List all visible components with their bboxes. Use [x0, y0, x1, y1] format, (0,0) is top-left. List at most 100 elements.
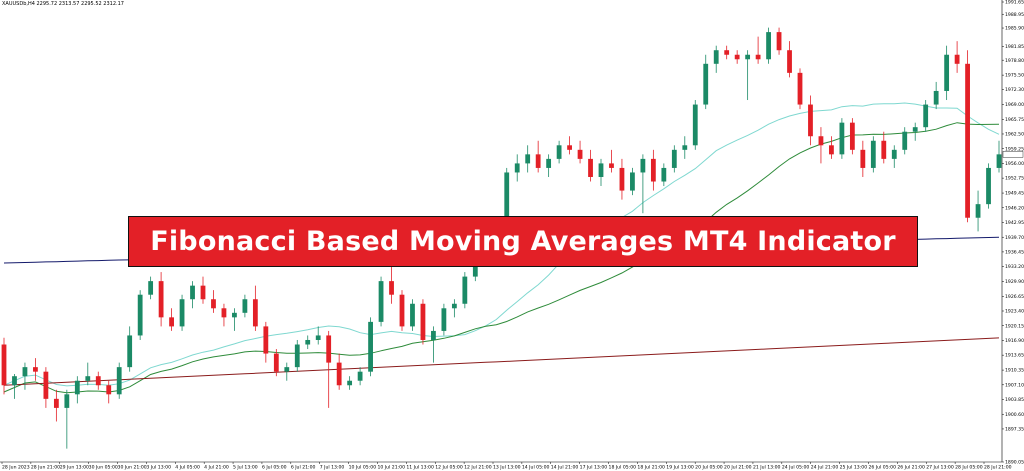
price-tick-label: 1929.90 — [1005, 279, 1024, 285]
candle-bull — [284, 367, 290, 372]
time-tick-label: 5 Jul 13:00 — [233, 465, 258, 471]
candle-bull — [766, 32, 771, 60]
candle-bull — [745, 54, 751, 60]
time-tick-label: 30 Jun 05:00 — [89, 465, 118, 471]
price-tick-label: 1926.65 — [1005, 294, 1024, 300]
candle-bear — [588, 158, 593, 177]
price-tick-label: 1962.50 — [1005, 132, 1024, 138]
candle-bear — [818, 136, 824, 146]
price-tick-label: 1916.90 — [1005, 338, 1024, 344]
candle-bull — [986, 167, 991, 205]
candle-bear — [158, 281, 164, 318]
candle-bear — [954, 54, 960, 64]
price-tick-label: 1949.45 — [1005, 191, 1024, 197]
candle-bull — [116, 367, 122, 395]
candle-bull — [713, 50, 719, 64]
candle-bear — [211, 299, 216, 309]
price-tick-label: 1933.20 — [1005, 264, 1024, 270]
price-tick-label: 1920.15 — [1005, 323, 1024, 329]
candle-bull — [64, 394, 70, 408]
candle-bear — [1, 344, 7, 386]
candle-bull — [232, 312, 237, 318]
price-tick-label: 1900.60 — [1005, 412, 1024, 418]
time-tick-label: 24 Jul 05:00 — [782, 465, 810, 471]
candle-bull — [190, 285, 195, 300]
candle-bull — [661, 167, 667, 182]
candle-bear — [389, 281, 394, 295]
price-tick-label: 1913.65 — [1005, 353, 1024, 359]
candle-bear — [420, 303, 426, 340]
current-price-box — [1002, 151, 1024, 158]
time-tick-label: 21 Jul 13:00 — [753, 465, 781, 471]
candle-bull — [682, 145, 688, 150]
time-tick-label: 28 Jul 21:00 — [984, 465, 1012, 471]
candle-bull — [598, 163, 604, 177]
candle-bull — [74, 380, 80, 395]
candle-bull — [294, 344, 300, 368]
candle-bear — [724, 50, 730, 55]
time-tick-label: 6 Jul 05:00 — [262, 465, 287, 471]
candle-bull — [378, 281, 384, 322]
candle-bull — [923, 104, 929, 128]
time-tick-label: 30 Jun 21:00 — [118, 465, 147, 471]
candle-bear — [33, 367, 38, 372]
candle-bull — [368, 321, 373, 372]
price-tick-label: 1981.85 — [1005, 44, 1024, 50]
candle-bull — [556, 145, 562, 159]
price-tick-label: 1965.75 — [1005, 117, 1024, 123]
price-tick-label: 1907.10 — [1005, 382, 1024, 388]
candle-bull — [870, 140, 876, 168]
candle-bull — [640, 158, 646, 173]
time-tick-label: 17 Jul 13:00 — [580, 465, 608, 471]
candle-bull — [85, 376, 91, 381]
symbol-info-label: XAUUSDb,H4 2295.72 2313.57 2295.52 2312.… — [2, 1, 124, 7]
time-tick-label: 20 Jul 21:00 — [724, 465, 752, 471]
price-tick-label: 1897.35 — [1005, 427, 1024, 433]
candle-bear — [577, 149, 583, 159]
price-tick-label: 1923.40 — [1005, 309, 1024, 315]
candle-bear — [399, 294, 405, 327]
time-tick-label: 20 Jul 05:00 — [695, 465, 723, 471]
candle-bear — [567, 145, 572, 150]
ma-line-maroon — [3, 337, 1000, 386]
candle-bull — [891, 149, 897, 159]
candle-bull — [441, 308, 447, 331]
candle-bull — [12, 376, 17, 386]
time-tick-label: 14 Jul 05:00 — [522, 465, 550, 471]
candle-bear — [53, 398, 59, 408]
candle-bull — [703, 63, 709, 105]
time-tick-label: 12 Jul 05:00 — [435, 465, 463, 471]
candle-bear — [106, 385, 112, 395]
price-tick-label: 1903.85 — [1005, 397, 1024, 403]
time-tick-label: 6 Jul 21:00 — [291, 465, 316, 471]
price-tick-label: 1910.35 — [1005, 368, 1024, 374]
price-tick-label: 1988.95 — [1005, 12, 1024, 18]
time-tick-label: 26 Jul 05:00 — [868, 465, 896, 471]
banner-title: Fibonacci Based Moving Averages MT4 Indi… — [150, 226, 896, 257]
candle-bear — [200, 285, 206, 300]
time-tick-label: 24 Jul 21:00 — [811, 465, 839, 471]
price-tick-label: 1985.90 — [1005, 26, 1024, 32]
price-tick-label: 1959.25 — [1005, 146, 1024, 152]
price-tick-label: 1952.75 — [1005, 176, 1024, 182]
price-tick-label: 1975.50 — [1005, 73, 1024, 79]
candle-bull — [462, 276, 468, 304]
price-tick-label: 1942.95 — [1005, 220, 1024, 226]
candle-bear — [965, 63, 970, 218]
time-tick-label: 10 Jul 05:00 — [349, 465, 377, 471]
candle-bear — [787, 50, 792, 73]
candle-bull — [514, 163, 520, 173]
candle-bull — [912, 127, 918, 132]
price-tick-label: 1972.30 — [1005, 87, 1024, 93]
ma-line-teal — [3, 102, 1000, 387]
candle-bear — [881, 140, 887, 159]
time-tick-label: 28 Jun 2023 — [2, 465, 30, 471]
time-tick-label: 19 Jul 13:00 — [666, 465, 694, 471]
candle-bull — [630, 172, 635, 191]
time-tick-label: 3 Jul 13:00 — [146, 465, 171, 471]
candle-bear — [43, 371, 49, 399]
candle-bear — [221, 308, 227, 318]
candle-bear — [609, 163, 614, 168]
candle-bear — [808, 104, 813, 137]
